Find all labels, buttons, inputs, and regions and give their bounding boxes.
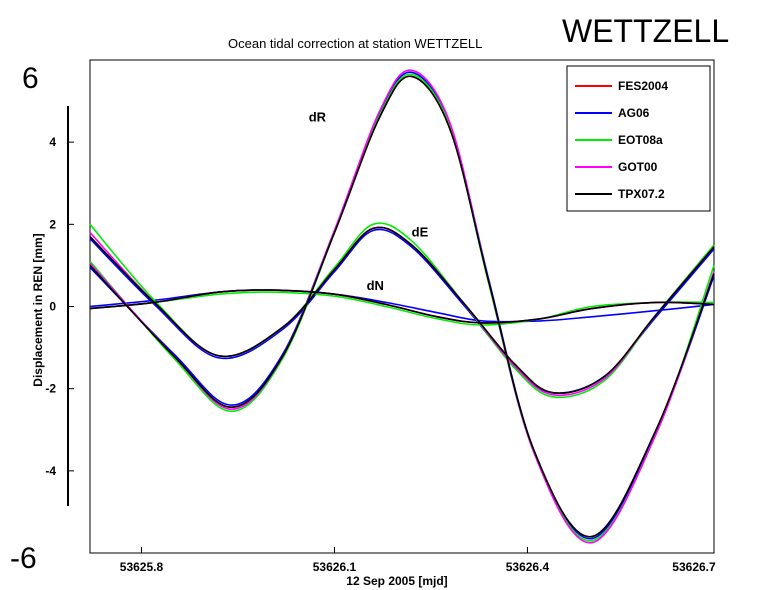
component-label-dn: dN [367,278,384,293]
series-line-tpx072-dn [89,289,715,324]
x-tick-label: 53626.7 [672,560,716,574]
legend: FES2004 AG06 EOT08a GOT00 TPX07.2 [566,65,711,212]
series-line-got00-dn [89,289,715,324]
legend-box [566,65,711,212]
legend-label-eot08a: EOT08a [618,133,663,147]
x-tick-label: 53626.4 [506,560,550,574]
component-label-de: dE [412,225,429,240]
y-tick-label: 0 [49,300,56,314]
series-line-fes2004-dn [89,289,715,324]
y-tick-label: 2 [49,217,56,231]
y-tick-label: 4 [49,135,56,149]
series-line-ag06-dn [89,289,715,323]
component-label-dr: dR [309,110,327,125]
series-line-ag06-dr [89,71,715,540]
x-axis-label: 12 Sep 2005 [mjd] [346,574,447,588]
y-tick-label: -2 [45,382,56,396]
series-line-tpx072-dr [89,75,715,538]
x-tick-label: 53625.8 [120,560,164,574]
component-labels: dR dE dN [309,110,429,293]
series-line-eot08a-dr [89,73,715,542]
series-line-tpx072-de [89,226,715,395]
series-line-eot08a-dn [89,291,715,326]
y-max-label: 6 [22,62,39,95]
series-lines [89,69,715,544]
legend-label-tpx072: TPX07.2 [618,187,665,201]
chart-overlay-title: WETTZELL [562,13,729,49]
y-ticks: 4 2 0 -2 -4 [45,135,74,478]
legend-label-ag06: AG06 [618,106,650,120]
y-tick-label: -4 [45,464,56,478]
series-line-got00-dr [89,69,715,544]
legend-label-fes2004: FES2004 [618,79,668,93]
x-ticks: 53625.8 53626.1 53626.4 53626.7 [120,547,716,574]
x-tick-label: 53626.1 [313,560,357,574]
y-min-label: -6 [10,542,37,575]
legend-label-got00: GOT00 [618,160,658,174]
chart-title: Ocean tidal correction at station WETTZE… [228,36,482,51]
y-axis-label: Displacement in REN [mm] [31,233,45,386]
